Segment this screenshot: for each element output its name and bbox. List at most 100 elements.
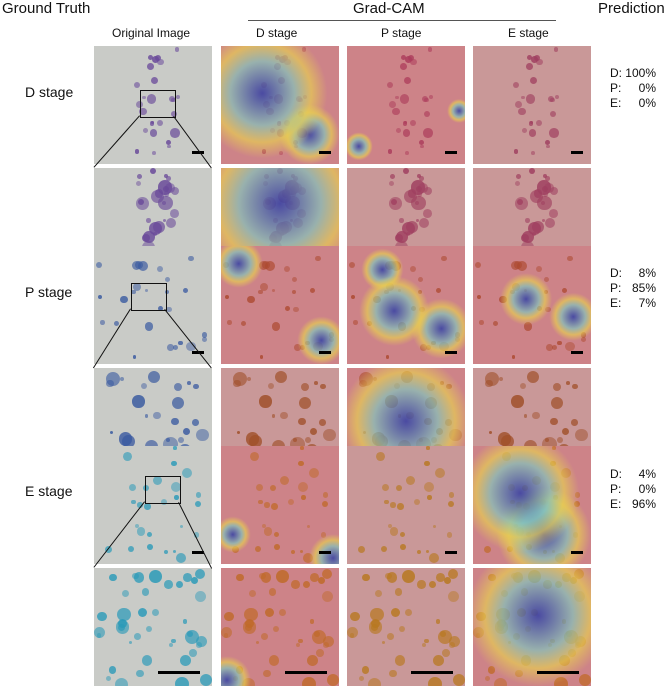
cell-cluster bbox=[520, 234, 530, 243]
cell-cluster bbox=[148, 570, 162, 583]
cell-cluster bbox=[236, 431, 240, 435]
cell-cluster bbox=[165, 438, 170, 442]
cell-cluster bbox=[120, 295, 128, 304]
cell-cluster bbox=[147, 54, 154, 61]
cell-cluster bbox=[180, 524, 184, 529]
scale-bar bbox=[445, 551, 457, 554]
zoom-inset-box bbox=[145, 476, 181, 504]
cell-cluster bbox=[413, 498, 420, 505]
cell-cluster bbox=[95, 261, 102, 269]
cell-cluster bbox=[424, 186, 433, 195]
gradcam-image-tile bbox=[221, 246, 339, 364]
column-header-p-stage: P stage bbox=[381, 26, 422, 40]
cell-cluster bbox=[97, 612, 107, 622]
cell-cluster bbox=[425, 550, 429, 554]
cell-cluster bbox=[519, 382, 527, 390]
cell-cluster bbox=[166, 176, 172, 182]
cell-cluster bbox=[136, 670, 144, 678]
cell-cluster bbox=[400, 544, 406, 550]
cell-cluster bbox=[131, 289, 136, 295]
scale-bar bbox=[411, 671, 453, 674]
cell-cluster bbox=[323, 428, 336, 441]
scale-bar bbox=[537, 671, 579, 674]
cell-cluster bbox=[545, 176, 551, 182]
cell-cluster bbox=[195, 568, 206, 579]
cell-cluster bbox=[488, 431, 492, 435]
cell-cluster bbox=[511, 395, 524, 408]
cell-cluster bbox=[524, 218, 530, 223]
cell-cluster bbox=[518, 107, 527, 116]
cell-cluster bbox=[133, 572, 145, 583]
cell-cluster bbox=[528, 121, 534, 126]
zoom-inset-box bbox=[140, 90, 176, 118]
cell-cluster bbox=[376, 452, 386, 462]
gradcam-image-tile bbox=[221, 446, 339, 564]
cell-cluster bbox=[164, 276, 171, 283]
cell-cluster bbox=[390, 502, 396, 508]
cell-cluster bbox=[435, 619, 441, 624]
cell-cluster bbox=[142, 127, 148, 133]
cell-cluster bbox=[190, 576, 199, 584]
cell-cluster bbox=[554, 95, 560, 100]
cell-cluster bbox=[500, 434, 514, 448]
gradcam-heatmap-overlay bbox=[473, 446, 591, 564]
cell-cluster bbox=[147, 62, 154, 70]
cell-cluster bbox=[178, 340, 183, 346]
cell-cluster bbox=[381, 483, 390, 492]
cell-cluster bbox=[404, 608, 412, 616]
cell-cluster bbox=[186, 341, 196, 352]
cell-cluster bbox=[173, 382, 182, 391]
cell-cluster bbox=[195, 501, 201, 508]
pred-row: D: 4% bbox=[610, 467, 656, 481]
cell-cluster bbox=[175, 95, 181, 100]
cell-cluster bbox=[166, 140, 172, 146]
cell-cluster bbox=[405, 475, 416, 486]
cell-cluster bbox=[141, 234, 151, 243]
cell-cluster bbox=[153, 412, 161, 420]
cell-cluster bbox=[521, 95, 526, 100]
cell-cluster bbox=[166, 306, 172, 312]
cell-cluster bbox=[426, 446, 430, 450]
cell-cluster bbox=[524, 414, 528, 418]
cell-cluster bbox=[389, 670, 397, 678]
gradcam-image-tile bbox=[473, 246, 591, 364]
row-label-d-stage: D stage bbox=[25, 84, 74, 100]
cell-cluster bbox=[170, 209, 179, 219]
cell-cluster bbox=[170, 128, 180, 138]
cell-cluster bbox=[575, 428, 588, 441]
cell-cluster bbox=[387, 523, 393, 529]
gradcam-image-tile bbox=[221, 46, 339, 164]
cell-cluster bbox=[448, 492, 455, 498]
scale-bar bbox=[571, 151, 583, 154]
scale-bar bbox=[319, 151, 331, 154]
cell-cluster bbox=[136, 197, 149, 210]
cell-cluster bbox=[571, 419, 579, 426]
cell-cluster bbox=[99, 320, 105, 325]
cell-cluster bbox=[137, 174, 142, 180]
cell-cluster bbox=[98, 295, 103, 300]
cell-cluster bbox=[139, 107, 148, 116]
cell-cluster bbox=[108, 666, 117, 674]
cell-cluster bbox=[424, 460, 430, 467]
cell-cluster bbox=[319, 419, 327, 426]
cell-cluster bbox=[361, 666, 370, 674]
gradcam-heatmap-overlay bbox=[473, 568, 591, 686]
cell-cluster bbox=[146, 626, 153, 633]
cell-cluster bbox=[380, 546, 387, 553]
gradcam-heatmap-overlay bbox=[221, 446, 339, 564]
cell-cluster bbox=[144, 321, 154, 331]
cell-cluster bbox=[526, 62, 533, 70]
cell-cluster bbox=[386, 633, 394, 641]
cell-cluster bbox=[423, 481, 434, 492]
original-image-tile bbox=[94, 568, 212, 686]
cell-cluster bbox=[298, 418, 306, 426]
cell-cluster bbox=[196, 428, 209, 441]
gradcam-image-tile bbox=[347, 246, 465, 364]
cell-cluster bbox=[171, 186, 180, 195]
gradcam-heatmap-overlay bbox=[347, 246, 465, 364]
cell-cluster bbox=[164, 289, 170, 295]
cell-cluster bbox=[121, 589, 130, 598]
cell-cluster bbox=[152, 475, 163, 486]
scale-bar bbox=[319, 551, 331, 554]
cell-cluster bbox=[174, 676, 189, 686]
